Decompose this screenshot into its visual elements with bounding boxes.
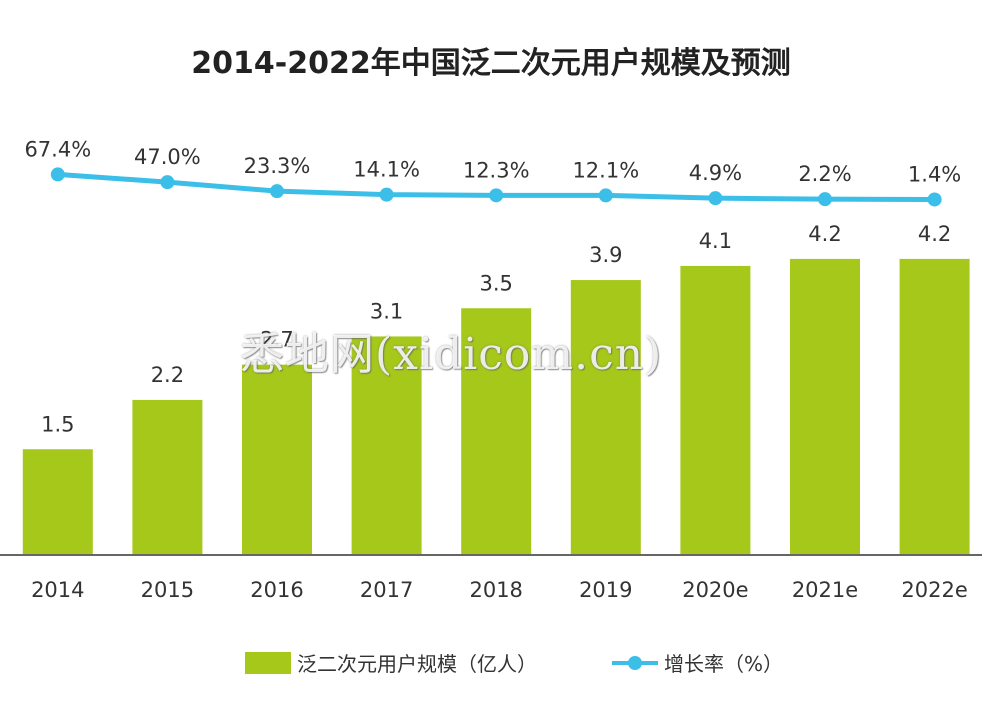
bar-label-2017: 3.1 — [370, 299, 403, 323]
growth-label-2017: 14.1% — [353, 158, 420, 182]
bar-label-2020e: 4.1 — [699, 229, 732, 253]
bar-label-2015: 2.2 — [151, 363, 184, 387]
x-tick-2015: 2015 — [141, 578, 194, 602]
legend-line-swatch-icon — [612, 652, 658, 674]
bars-layer — [22, 258, 970, 555]
growth-point-2021e — [818, 192, 832, 207]
bar-label-2014: 1.5 — [41, 412, 74, 436]
watermark-text: 悉地网(xidicom.cn) — [240, 329, 663, 380]
legend-bar-swatch-icon — [245, 651, 291, 674]
growth-label-2021e: 2.2% — [798, 162, 851, 186]
bar-2015 — [132, 399, 203, 555]
growth-line-layer — [50, 167, 942, 207]
chart-title: 2014-2022年中国泛二次元用户规模及预测 — [191, 46, 791, 81]
x-tick-2021e: 2021e — [792, 578, 858, 602]
x-tick-2022e: 2022e — [901, 578, 967, 602]
bar-2018 — [461, 308, 532, 555]
legend-item-growth: 增长率（%） — [612, 648, 783, 677]
bar-2020e — [680, 265, 751, 555]
bar-2022e — [899, 258, 970, 555]
legend: 泛二次元用户规模（亿人） 增长率（%） — [0, 648, 982, 678]
growth-labels-layer: 67.4% 47.0% 23.3% 14.1% 12.3% 12.1% 4.9% 2.2% 1.… — [24, 137, 961, 186]
growth-label-2020e: 4.9% — [689, 161, 742, 185]
growth-point-2015 — [160, 175, 175, 190]
x-tick-2016: 2016 — [250, 578, 303, 602]
bar-labels-layer: 1.5 2.2 2.7 3.1 3.5 3.9 4.1 4.2 4.2 — [41, 222, 951, 436]
growth-point-2016 — [270, 184, 284, 199]
bar-label-2016: 2.7 — [260, 328, 293, 352]
growth-point-2017 — [379, 187, 394, 202]
bar-2016 — [242, 364, 312, 555]
bar-2021e — [790, 258, 860, 555]
legend-label-growth: 增长率（%） — [664, 652, 784, 676]
x-tick-2014: 2014 — [31, 578, 84, 602]
growth-label-2014: 67.4% — [24, 137, 91, 161]
growth-point-2019 — [598, 188, 613, 203]
growth-label-2019: 12.1% — [572, 158, 639, 182]
bar-2019 — [570, 280, 641, 555]
growth-label-2016: 23.3% — [244, 154, 311, 178]
x-tick-2017: 2017 — [360, 578, 413, 602]
growth-point-2014 — [50, 167, 65, 182]
x-tick-labels: 2014 2015 2016 2017 2018 2019 2020e 2021e 2022e — [31, 578, 968, 602]
x-tick-2018: 2018 — [469, 578, 522, 602]
growth-label-2018: 12.3% — [463, 158, 530, 182]
bar-2017 — [351, 336, 422, 555]
growth-label-2022e: 1.4% — [908, 162, 961, 186]
bar-label-2021e: 4.2 — [808, 222, 841, 246]
growth-point-2022e — [927, 192, 942, 207]
x-tick-2019: 2019 — [579, 578, 632, 602]
x-tick-2020e: 2020e — [682, 578, 748, 602]
growth-point-2018 — [489, 188, 504, 203]
bar-label-2022e: 4.2 — [918, 222, 951, 246]
legend-label-users: 泛二次元用户规模（亿人） — [297, 652, 537, 676]
growth-label-2015: 47.0% — [134, 145, 201, 169]
growth-point-2020e — [708, 191, 723, 206]
bar-label-2018: 3.5 — [479, 271, 512, 295]
legend-item-users: 泛二次元用户规模（亿人） — [245, 648, 537, 677]
bar-2014 — [22, 449, 93, 555]
bar-label-2019: 3.9 — [589, 243, 622, 267]
